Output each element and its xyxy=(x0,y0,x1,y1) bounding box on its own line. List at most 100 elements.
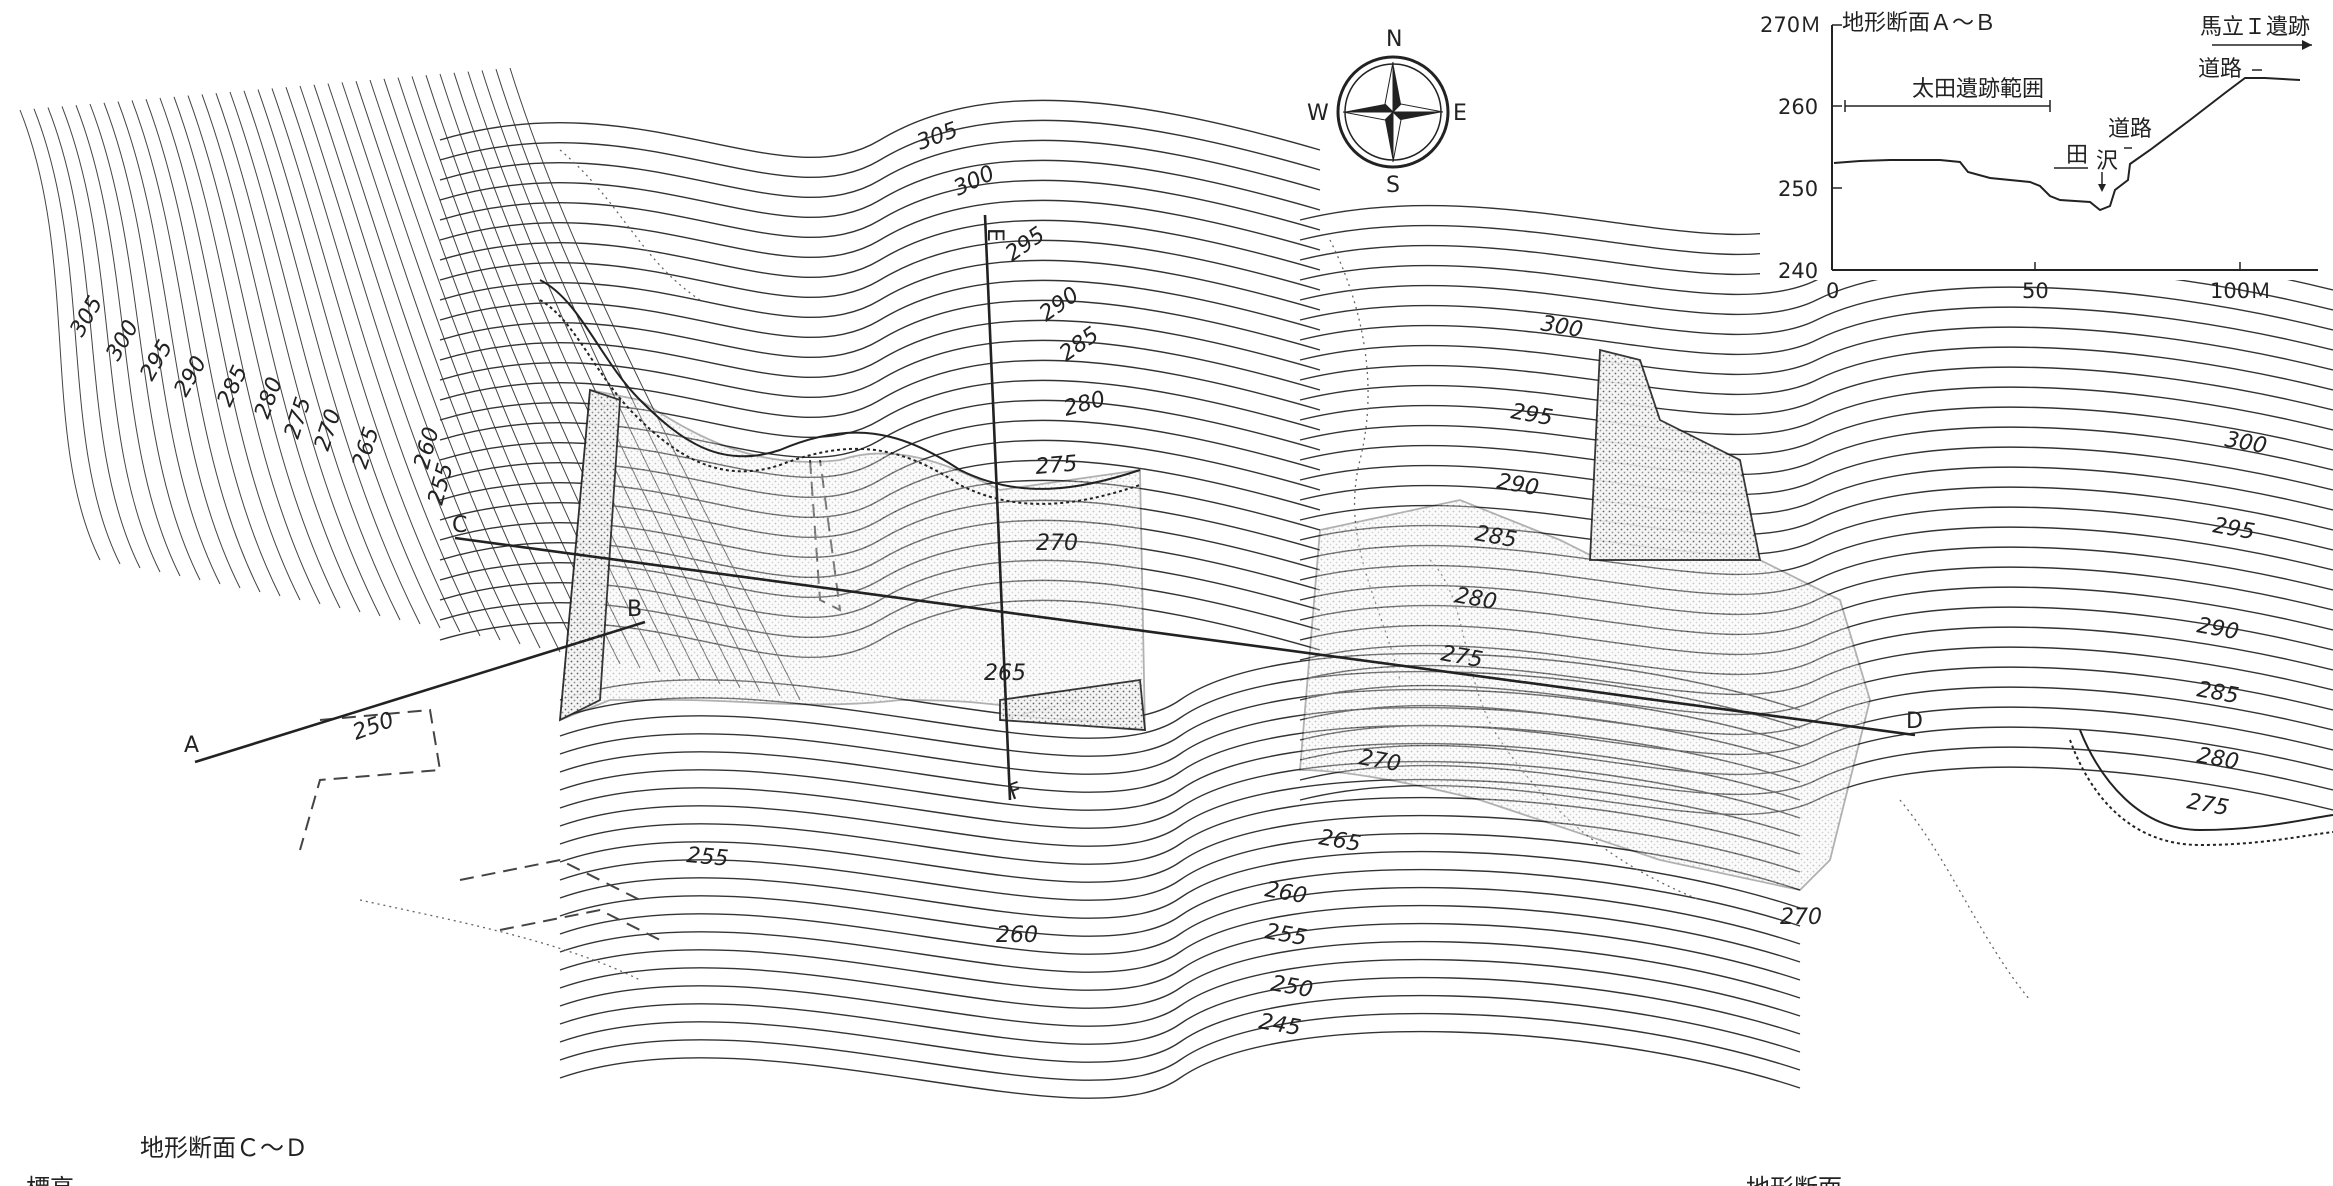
section-point-e: E xyxy=(982,228,1007,242)
contour-line xyxy=(559,1030,1801,1099)
contour-line xyxy=(559,1012,1801,1081)
contour-line xyxy=(61,106,161,573)
contour-line xyxy=(103,102,221,585)
contour-line xyxy=(1299,306,2333,356)
contour-line xyxy=(559,886,1801,955)
contour-line xyxy=(439,199,1321,259)
contour-line xyxy=(1299,366,2333,416)
contour-line xyxy=(439,339,1321,399)
section-point-f: F xyxy=(1006,778,1026,806)
contour-line xyxy=(89,103,201,581)
compass-west: W xyxy=(1307,101,1329,126)
contour-label: 280 xyxy=(250,374,288,422)
contour-line xyxy=(1299,326,2333,376)
contour-line xyxy=(257,89,441,629)
contour-line xyxy=(559,868,1801,937)
contour-line xyxy=(313,84,521,645)
contour-line xyxy=(439,259,1321,319)
contour-line xyxy=(229,91,401,621)
contour-label: 275 xyxy=(1034,451,1078,480)
contour-line xyxy=(117,101,241,589)
contour-line xyxy=(1299,486,2333,536)
profile-ab-site-range: 太田遺跡範囲 xyxy=(1912,77,2044,102)
contour-label: 275 xyxy=(280,394,317,442)
section-point-d: D xyxy=(1906,709,1923,734)
compass-rose: N E S W xyxy=(1307,27,1467,198)
contour-label: 290 xyxy=(1495,469,1541,501)
contour-line xyxy=(341,82,561,653)
compass-south: S xyxy=(1386,173,1400,198)
profile-ab-y-tick: 250 xyxy=(1778,177,1818,201)
profile-cd-title: 地形断面Ｃ～Ｄ xyxy=(140,1134,308,1162)
profile-ab-y-tick: 260 xyxy=(1778,95,1818,119)
contour-label: 285 xyxy=(2195,677,2241,709)
profile-ab-umatate-label: 馬立Ｉ遺跡 xyxy=(2200,15,2310,40)
contour-line xyxy=(173,96,321,605)
contour-label: 250 xyxy=(1269,971,1315,1003)
contour-label: 295 xyxy=(1509,399,1555,431)
contour-line xyxy=(439,179,1321,239)
contour-line xyxy=(439,99,1321,159)
section-point-a: A xyxy=(184,733,199,758)
compass-east: E xyxy=(1453,101,1467,126)
contour-line xyxy=(1299,286,2333,336)
contour-line xyxy=(439,359,1321,419)
section-lines xyxy=(194,214,1916,801)
contour-label: 260 xyxy=(996,923,1038,948)
elevation-label: 標高 xyxy=(26,1174,74,1186)
contour-line xyxy=(1299,446,2333,496)
profile-ab-x-tick: 100Ｍ xyxy=(2210,279,2271,303)
compass-north: N xyxy=(1386,27,1402,52)
contour-line xyxy=(559,940,1801,1009)
contour-line xyxy=(271,88,461,633)
contour-label: 300 xyxy=(1539,311,1585,343)
contour-label: 250 xyxy=(350,708,398,746)
profile-ab-y-tick: 240 xyxy=(1778,259,1818,283)
site-area-east xyxy=(1299,348,1871,891)
contour-label: 275 xyxy=(2185,789,2231,821)
section-point-b: B xyxy=(627,597,642,622)
contour-line xyxy=(47,107,141,569)
contour-line xyxy=(285,87,481,637)
profile-ab-y-tick: 270Ｍ xyxy=(1760,13,1821,37)
cutoff-label: 地形断面 xyxy=(1746,1174,1842,1186)
contour-line xyxy=(299,85,501,641)
contour-line xyxy=(201,94,361,613)
contour-label: 270 xyxy=(1036,531,1078,556)
contour-label: 245 xyxy=(1257,1009,1303,1041)
profile-ab-inset: 270Ｍ 260 250 240 0 50 100Ｍ 地形断面Ａ～Ｂ 馬立Ｉ遺跡… xyxy=(1760,0,2333,303)
contour-label: 255 xyxy=(1263,919,1309,951)
section-point-c: C xyxy=(452,513,467,538)
contour-line xyxy=(439,219,1321,279)
contour-label: 260 xyxy=(1263,877,1309,909)
contour-line xyxy=(439,379,1321,439)
contour-line xyxy=(559,850,1801,919)
contour-line xyxy=(439,319,1321,379)
contour-label: 265 xyxy=(348,424,385,472)
contour-line xyxy=(439,119,1321,179)
contour-line xyxy=(19,109,101,561)
profile-ab-x-tick: 50 xyxy=(2022,279,2049,303)
contour-label: 290 xyxy=(2195,613,2241,645)
contour-line xyxy=(131,100,261,593)
contour-label: 270 xyxy=(310,406,347,454)
profile-ab-title: 地形断面Ａ～Ｂ xyxy=(1842,11,1996,36)
contour-line xyxy=(559,994,1801,1063)
contour-line xyxy=(559,976,1801,1045)
contour-line xyxy=(439,139,1321,199)
contour-line xyxy=(559,904,1801,973)
contour-label: 280 xyxy=(1061,387,1108,422)
profile-ab-road-label: 道路 xyxy=(2198,57,2242,82)
contour-line xyxy=(1299,406,2333,456)
contour-label: 265 xyxy=(1317,825,1363,857)
contour-line xyxy=(439,239,1321,299)
contour-label: 300 xyxy=(2223,427,2269,459)
profile-ab-rice-field: 田 xyxy=(2066,143,2088,168)
profile-ab-stream: 沢 xyxy=(2096,149,2118,174)
profile-ab-x-tick: 0 xyxy=(1826,279,1839,303)
profile-ab-road-label-2: 道路 xyxy=(2108,117,2152,142)
contour-line xyxy=(439,279,1321,339)
contour-line xyxy=(559,958,1801,1027)
contour-line xyxy=(243,90,421,625)
